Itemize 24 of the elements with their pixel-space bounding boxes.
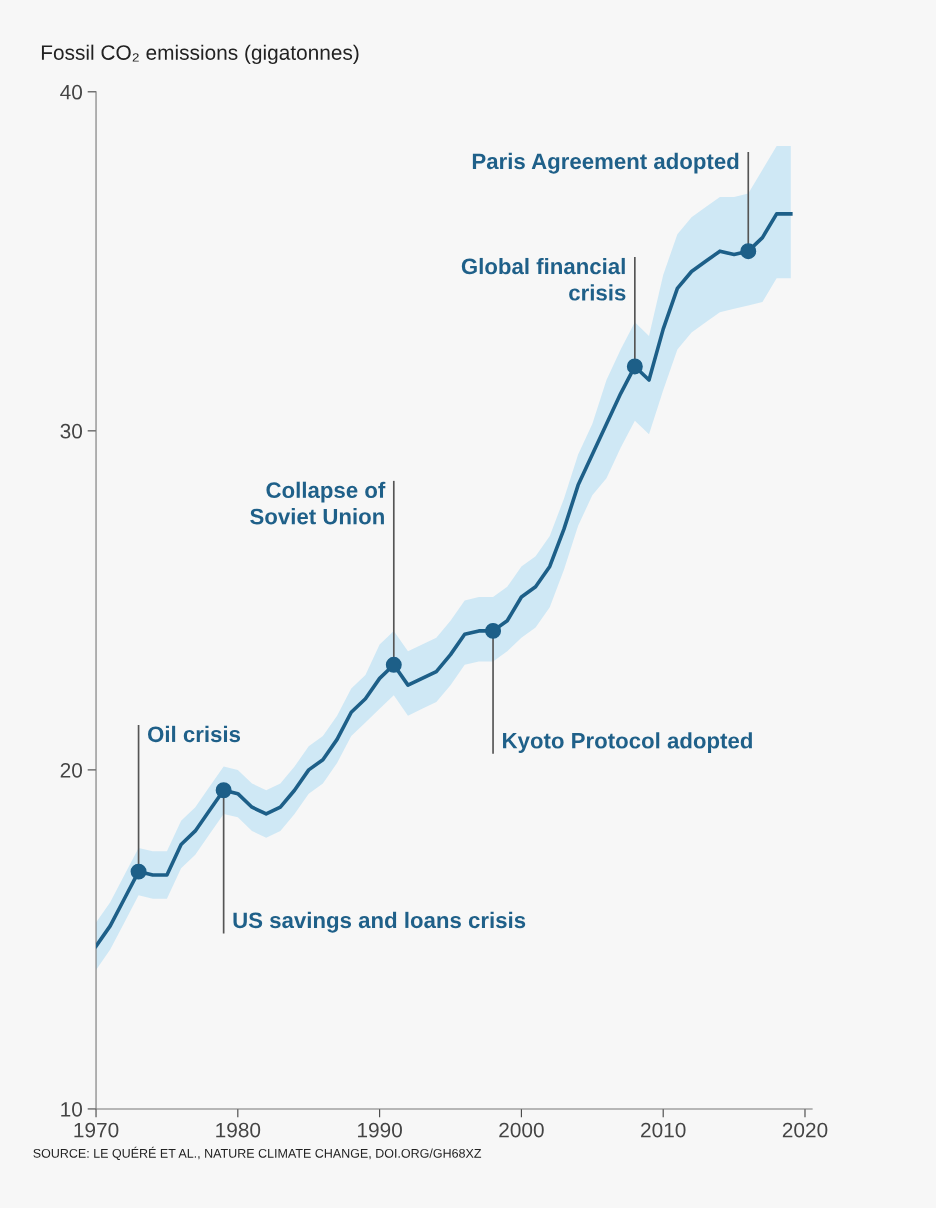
point (385, 656, 402, 673)
x-tick-label: 1970 (74, 1122, 119, 1138)
point (626, 358, 643, 375)
annotation: Paris Agreement adopted (472, 152, 739, 174)
x-tick-label: 2010 (641, 1122, 686, 1138)
annotation: US savings and loans crisis (233, 911, 526, 933)
x-tick-label: 1990 (358, 1122, 402, 1138)
x-tick-label: 1980 (216, 1122, 261, 1138)
point (740, 243, 757, 260)
y-tick-label: 20 (60, 762, 83, 778)
annotation: Kyoto Protocol adopted (503, 732, 752, 753)
y-tick-label: 30 (60, 423, 83, 439)
x-tick-label: 2020 (782, 1122, 828, 1138)
point (130, 863, 147, 880)
x-tick-label: 2000 (499, 1122, 544, 1138)
y-tick-label: 10 (61, 1101, 83, 1117)
y-axis-title: Fossil CO₂ emissions (gigatonnes) (41, 44, 359, 65)
annotation: Collapse of Soviet Union (250, 481, 386, 525)
point (485, 622, 502, 639)
source-note: SOURCE: LE QUÉRÉ ET AL., NATURE CLIMATE CHANGE, DOI.ORG/GH68XZ (33, 1146, 482, 1161)
annotation: Global financial crisis (461, 257, 626, 301)
y-tick-label: 40 (60, 84, 83, 100)
annotation: Oil crisis (147, 725, 241, 743)
point (215, 782, 232, 799)
